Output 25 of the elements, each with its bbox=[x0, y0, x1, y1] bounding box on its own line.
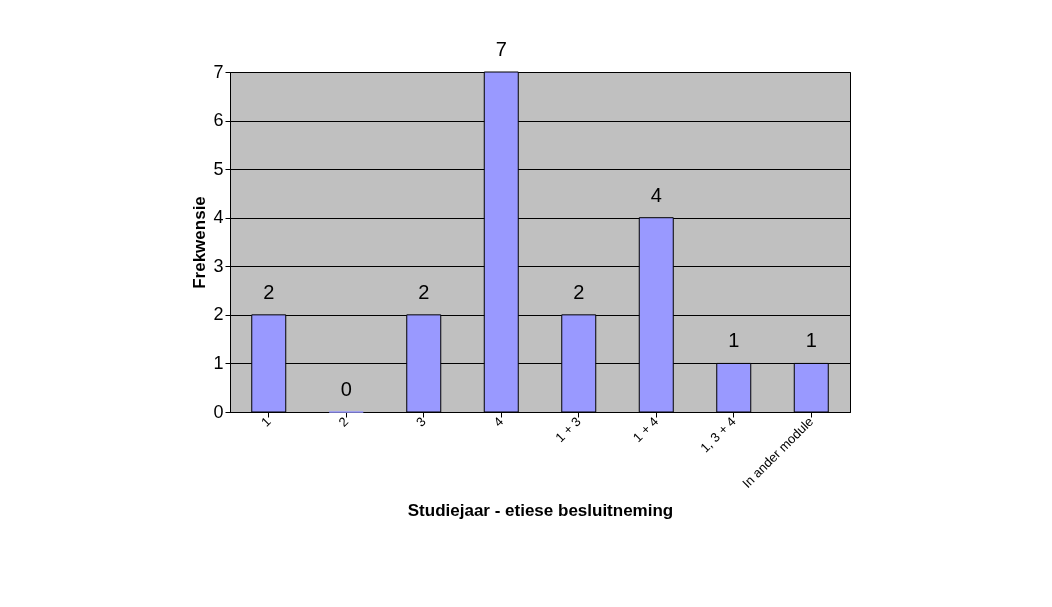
y-tick-label: 4 bbox=[213, 207, 224, 228]
data-label: 7 bbox=[495, 38, 507, 60]
data-label: 4 bbox=[650, 183, 662, 206]
x-axis-title: Studiejaar - etiese besluitneming bbox=[407, 500, 674, 520]
data-label: 1 bbox=[805, 329, 817, 352]
y-tick-label: 6 bbox=[213, 110, 224, 131]
y-tick-label: 0 bbox=[213, 401, 224, 422]
y-tick-label: 7 bbox=[213, 61, 224, 82]
data-label: 2 bbox=[263, 280, 275, 303]
y-axis-title: Frekwensie bbox=[190, 196, 210, 289]
data-label: 2 bbox=[573, 280, 585, 303]
x-tick-label: 1 bbox=[257, 413, 274, 430]
data-label: 0 bbox=[340, 378, 352, 400]
data-label: 1 bbox=[728, 329, 740, 352]
y-tick-label: 2 bbox=[213, 304, 224, 325]
x-tick-label: 2 bbox=[335, 413, 352, 430]
data-label: 2 bbox=[418, 280, 430, 303]
x-tick-label: 1 + 3 bbox=[552, 413, 584, 446]
x-tick-label: 4 bbox=[490, 413, 507, 430]
y-tick-label: 1 bbox=[213, 352, 224, 373]
x-tick-label: 1 + 4 bbox=[629, 413, 662, 446]
x-tick-label: 1, 3 + 4 bbox=[697, 413, 739, 456]
x-tick-label: 3 bbox=[412, 413, 429, 430]
y-tick-label: 5 bbox=[213, 158, 224, 179]
y-tick-label: 3 bbox=[213, 255, 224, 276]
